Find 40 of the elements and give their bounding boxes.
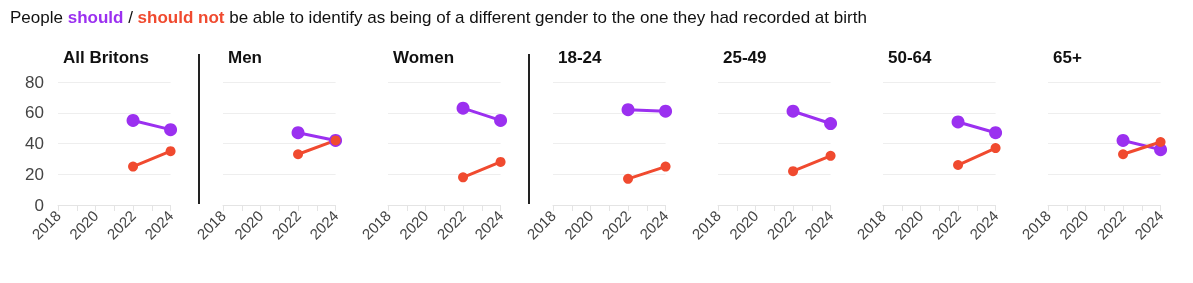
point bbox=[1118, 149, 1129, 160]
point bbox=[660, 161, 671, 172]
point bbox=[623, 173, 634, 184]
point bbox=[659, 104, 673, 118]
point bbox=[786, 104, 800, 118]
point bbox=[788, 166, 799, 177]
text: People bbox=[10, 8, 63, 27]
text: be able to identify as being of a different gender to the one they had recorded at birth bbox=[229, 8, 867, 27]
y-tick-label: 80 bbox=[25, 72, 44, 92]
point bbox=[1155, 136, 1166, 147]
chart-title: Men bbox=[228, 48, 262, 67]
point bbox=[825, 150, 836, 161]
text: / bbox=[128, 8, 133, 27]
point bbox=[621, 103, 635, 117]
chart-title: All Britons bbox=[63, 48, 149, 67]
text: should bbox=[67, 8, 124, 27]
y-tick-label: 60 bbox=[25, 103, 44, 123]
point bbox=[990, 143, 1001, 154]
point bbox=[164, 123, 178, 137]
point bbox=[1116, 133, 1130, 147]
point bbox=[495, 156, 506, 167]
chart-title: Women bbox=[393, 48, 455, 67]
chart-title: 65+ bbox=[1053, 48, 1082, 67]
y-tick-label: 40 bbox=[25, 134, 44, 153]
chart-title: 25-49 bbox=[723, 48, 767, 67]
point bbox=[989, 126, 1003, 140]
text: should not bbox=[137, 8, 225, 27]
chart-title: 18-24 bbox=[558, 48, 603, 67]
point bbox=[165, 146, 176, 157]
point bbox=[824, 117, 838, 131]
point bbox=[128, 161, 139, 172]
y-tick-label: 0 bbox=[34, 195, 44, 215]
point bbox=[126, 113, 140, 127]
y-tick-label: 20 bbox=[25, 164, 44, 184]
point bbox=[951, 115, 965, 129]
point bbox=[456, 101, 470, 115]
point bbox=[494, 113, 508, 127]
point bbox=[953, 160, 964, 171]
chart-title: 50-64 bbox=[888, 48, 933, 67]
point bbox=[458, 172, 469, 183]
